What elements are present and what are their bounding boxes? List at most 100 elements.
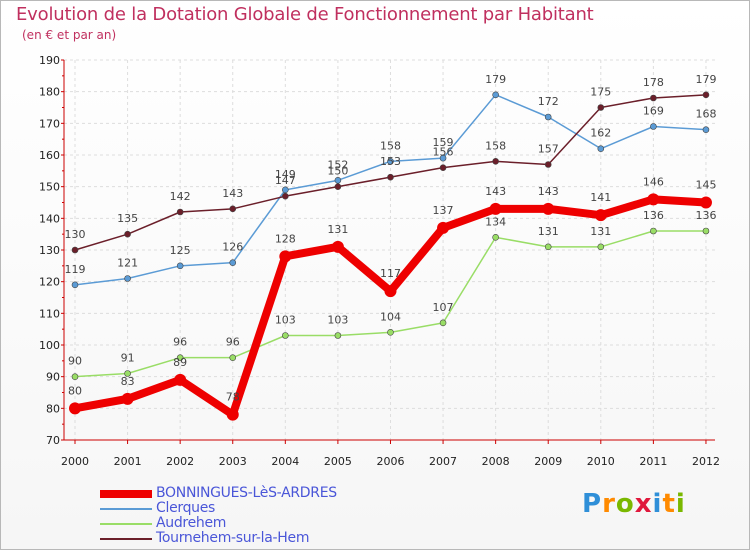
x-tick-label: 2008 <box>482 455 510 468</box>
data-point <box>439 154 447 162</box>
data-point <box>124 370 131 377</box>
data-label: 162 <box>590 127 611 140</box>
data-label: 172 <box>538 95 559 108</box>
logo-letter: i <box>675 489 686 519</box>
logo-letter: r <box>602 489 616 519</box>
y-tick-label: 150 <box>39 181 60 194</box>
data-label: 168 <box>695 108 716 121</box>
data-point <box>71 281 79 289</box>
data-point <box>124 275 131 282</box>
data-point <box>439 164 447 171</box>
logo-letter: o <box>615 489 635 519</box>
data-point <box>492 234 499 241</box>
series-group <box>69 91 712 421</box>
data-point <box>226 408 239 421</box>
data-label: 156 <box>433 146 454 159</box>
data-label: 104 <box>380 310 401 323</box>
data-point <box>387 173 394 181</box>
data-label: 91 <box>121 352 135 365</box>
data-label: 136 <box>695 209 716 222</box>
data-labels: 80 83 89 78 128 131 117 137 143 143 141 146 145 119 12… <box>65 73 717 404</box>
data-label: 150 <box>327 165 348 178</box>
data-point <box>229 259 237 266</box>
data-point <box>279 250 292 263</box>
chart-title: Evolution de la Dotation Globale de Fonc… <box>16 4 594 25</box>
data-label: 143 <box>538 185 559 198</box>
data-point <box>650 94 657 102</box>
y-tick-label: 120 <box>39 276 60 289</box>
data-label: 169 <box>643 105 664 118</box>
x-tick-label: 2001 <box>114 455 142 468</box>
x-tick-label: 2000 <box>61 455 89 468</box>
x-tick-label: 2002 <box>166 455 194 468</box>
data-label: 119 <box>65 263 86 276</box>
data-label: 157 <box>538 143 559 156</box>
data-label: 136 <box>643 209 664 222</box>
data-label: 125 <box>170 244 191 257</box>
data-point <box>71 246 79 254</box>
series-line-3 <box>74 94 707 251</box>
data-label: 152 <box>327 158 348 171</box>
data-label: 103 <box>275 314 296 327</box>
data-point <box>647 193 660 206</box>
x-tick-label: 2003 <box>219 455 247 468</box>
data-point <box>331 240 344 253</box>
data-label: 147 <box>275 174 296 187</box>
data-point <box>594 209 607 222</box>
legend-label: Audrehem <box>156 515 227 531</box>
x-tick-label: 2004 <box>271 455 299 468</box>
legend-swatch <box>100 490 152 498</box>
data-label: 78 <box>226 391 240 404</box>
y-tick-label: 180 <box>39 86 60 99</box>
data-point <box>282 192 289 200</box>
logo-letter: P <box>582 489 603 519</box>
data-label: 159 <box>433 136 454 149</box>
logo-letter: i <box>652 489 663 519</box>
y-tick-label: 130 <box>39 244 60 257</box>
data-point <box>544 243 552 251</box>
y-tick-label: 100 <box>39 339 60 352</box>
data-label: 121 <box>117 257 138 270</box>
data-point <box>174 373 187 386</box>
data-label: 135 <box>117 212 138 225</box>
data-point <box>69 402 81 415</box>
data-point <box>176 208 184 216</box>
data-point <box>334 183 342 190</box>
data-label: 80 <box>68 384 82 397</box>
data-label: 145 <box>695 179 716 192</box>
proxiti-logo: Proxiti <box>582 489 686 519</box>
data-label: 89 <box>173 356 187 369</box>
data-label: 158 <box>380 139 401 152</box>
y-tick-label: 190 <box>39 54 60 67</box>
data-label: 143 <box>222 187 243 200</box>
data-point <box>702 126 710 133</box>
legend-label: Clerques <box>156 500 216 516</box>
data-point <box>334 332 342 339</box>
data-label: 149 <box>275 168 296 181</box>
data-label: 179 <box>485 73 506 86</box>
data-point <box>702 91 710 99</box>
data-point <box>124 230 131 238</box>
x-tick-label: 2006 <box>376 455 404 468</box>
data-point <box>597 145 605 152</box>
data-label: 126 <box>222 241 243 254</box>
data-label: 142 <box>170 190 191 203</box>
data-point <box>650 123 657 130</box>
axes <box>61 59 715 444</box>
data-point <box>699 196 712 209</box>
legend-swatch <box>100 538 152 540</box>
data-point <box>492 158 499 165</box>
y-tick-label: 160 <box>39 149 60 162</box>
data-point <box>702 227 710 235</box>
data-label: 178 <box>643 76 664 89</box>
data-label: 107 <box>433 301 454 314</box>
grid-lines <box>64 59 715 441</box>
data-label: 137 <box>433 204 454 217</box>
data-point <box>489 202 502 215</box>
data-label: 130 <box>65 228 86 241</box>
chart-subtitle: (en € et par an) <box>22 28 117 42</box>
data-point <box>282 332 289 339</box>
legend-label: Tournehem-sur-la-Hem <box>156 530 310 546</box>
legend-swatch <box>100 523 152 525</box>
